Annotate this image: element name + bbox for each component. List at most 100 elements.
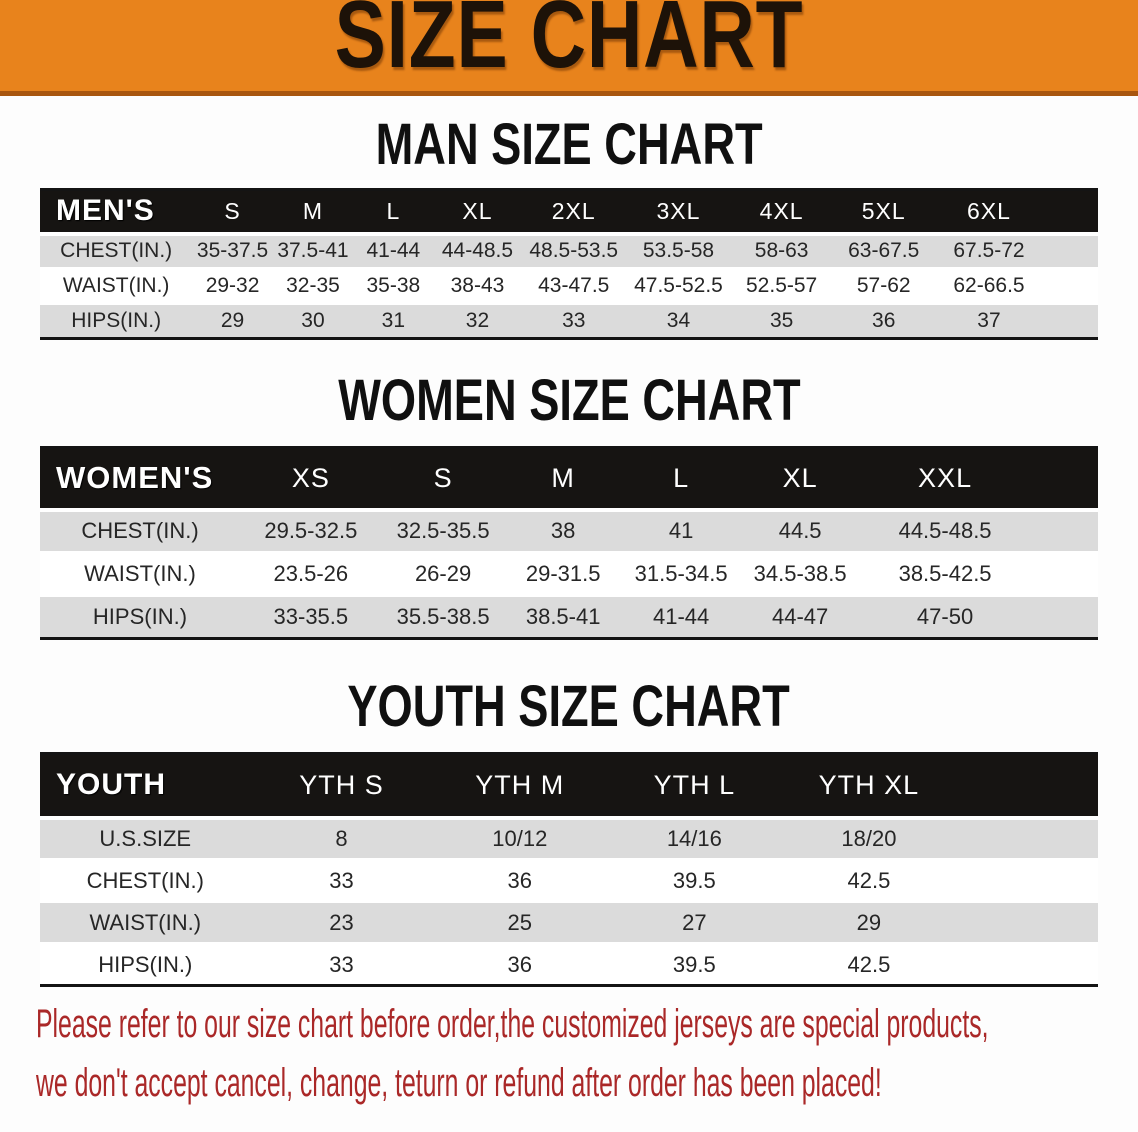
column-header: 6XL	[935, 189, 1043, 236]
spacer-cell	[1042, 232, 1098, 269]
value-cell: 29	[781, 900, 957, 944]
column-header: XL	[740, 447, 860, 512]
row-label: WAIST(IN.)	[40, 551, 240, 596]
value-cell: 39.5	[607, 942, 782, 986]
table-corner-label: YOUTH	[40, 753, 251, 820]
value-cell: 41-44	[621, 594, 741, 639]
column-header: S	[381, 447, 505, 512]
value-cell: 57-62	[832, 267, 936, 304]
value-cell: 39.5	[607, 858, 782, 902]
men-section-heading: MAN SIZE CHART	[0, 116, 1138, 174]
spacer-cell	[1030, 594, 1098, 639]
table-row: WAIST(IN.) 23 25 27 29	[40, 900, 1098, 944]
table-row: WAIST(IN.) 29-32 32-35 35-38 38-43 43-47.5 47.…	[40, 267, 1098, 304]
table-header-row: WOMEN'S XS S M L XL XXL	[40, 447, 1098, 512]
size-chart-body: MAN SIZE CHART MEN'S S M L XL 2XL 3XL 4XL 5XL 6XL…	[0, 116, 1138, 987]
value-cell: 29.5-32.5	[239, 508, 382, 553]
row-label: CHEST(IN.)	[40, 508, 240, 553]
men-size-table: MEN'S S M L XL 2XL 3XL 4XL 5XL 6XL CHEST(IN.) 35-37…	[40, 188, 1098, 340]
value-cell: 18/20	[781, 816, 957, 860]
table-row: HIPS(IN.) 29 30 31 32 33 34 35 36 37	[40, 302, 1098, 339]
banner-heading: SIZE CHART	[276, 0, 862, 104]
value-cell: 38	[504, 508, 622, 553]
value-cell: 34	[626, 302, 731, 339]
value-cell: 37.5-41	[272, 232, 354, 269]
size-chart-banner: SIZE CHART	[0, 0, 1138, 96]
disclaimer: Please refer to our size chart before or…	[0, 999, 1138, 1117]
value-cell: 38.5-42.5	[859, 551, 1031, 596]
value-cell: 63-67.5	[832, 232, 936, 269]
table-header-row: MEN'S S M L XL 2XL 3XL 4XL 5XL 6XL	[40, 189, 1098, 236]
column-header: XL	[433, 189, 522, 236]
value-cell: 37	[935, 302, 1043, 339]
value-cell: 53.5-58	[626, 232, 731, 269]
spacer-cell	[956, 816, 1098, 860]
value-cell: 42.5	[781, 858, 957, 902]
column-header: YTH L	[607, 753, 782, 820]
row-label: HIPS(IN.)	[40, 594, 240, 639]
table-row: U.S.SIZE 8 10/12 14/16 18/20	[40, 816, 1098, 860]
spacer-cell	[1030, 508, 1098, 553]
value-cell: 32-35	[272, 267, 354, 304]
table-corner-label: WOMEN'S	[40, 447, 240, 512]
table-row: HIPS(IN.) 33 36 39.5 42.5	[40, 942, 1098, 986]
value-cell: 36	[432, 942, 608, 986]
column-header: 4XL	[730, 189, 833, 236]
value-cell: 41-44	[353, 232, 434, 269]
spacer-cell	[956, 900, 1098, 944]
row-label: WAIST(IN.)	[40, 900, 251, 944]
value-cell: 47.5-52.5	[626, 267, 731, 304]
spacer-cell	[1030, 447, 1098, 512]
men-section-title: MAN SIZE CHART	[375, 112, 763, 177]
spacer-cell	[956, 858, 1098, 902]
value-cell: 44.5-48.5	[859, 508, 1031, 553]
value-cell: 36	[432, 858, 608, 902]
value-cell: 41	[621, 508, 741, 553]
spacer-cell	[956, 753, 1098, 820]
youth-size-table: YOUTH YTH S YTH M YTH L YTH XL U.S.SIZE 8 10/12…	[40, 752, 1098, 987]
column-header: 2XL	[521, 189, 627, 236]
value-cell: 44.5	[740, 508, 860, 553]
value-cell: 32.5-35.5	[381, 508, 505, 553]
table-row: CHEST(IN.) 33 36 39.5 42.5	[40, 858, 1098, 902]
value-cell: 44-48.5	[433, 232, 522, 269]
value-cell: 38.5-41	[504, 594, 622, 639]
column-header: S	[192, 189, 273, 236]
value-cell: 34.5-38.5	[740, 551, 860, 596]
table-row: HIPS(IN.) 33-35.5 35.5-38.5 38.5-41 41-44 44-…	[40, 594, 1098, 639]
value-cell: 27	[607, 900, 782, 944]
column-header: YTH M	[432, 753, 608, 820]
value-cell: 52.5-57	[730, 267, 833, 304]
disclaimer-line-1: Please refer to our size chart before or…	[36, 999, 1138, 1058]
women-size-section: WOMEN SIZE CHART WOMEN'S XS S M L XL XXL CHEST(…	[0, 372, 1138, 640]
column-header: M	[272, 189, 354, 236]
column-header: YTH S	[250, 753, 433, 820]
row-label: CHEST(IN.)	[40, 858, 251, 902]
spacer-cell	[1042, 302, 1098, 339]
row-label: HIPS(IN.)	[40, 302, 193, 339]
value-cell: 29	[192, 302, 273, 339]
table-row: WAIST(IN.) 23.5-26 26-29 29-31.5 31.5-34.5 34…	[40, 551, 1098, 596]
women-section-title: WOMEN SIZE CHART	[337, 368, 801, 433]
value-cell: 35-37.5	[192, 232, 273, 269]
value-cell: 36	[832, 302, 936, 339]
column-header: L	[621, 447, 741, 512]
disclaimer-text-2: we don't accept cancel, change, teturn o…	[36, 1061, 882, 1105]
value-cell: 33	[250, 858, 433, 902]
men-size-section: MAN SIZE CHART MEN'S S M L XL 2XL 3XL 4XL 5XL 6XL…	[0, 116, 1138, 340]
youth-section-title: YOUTH SIZE CHART	[347, 674, 791, 739]
spacer-cell	[1042, 267, 1098, 304]
value-cell: 35.5-38.5	[381, 594, 505, 639]
value-cell: 33-35.5	[239, 594, 382, 639]
value-cell: 8	[250, 816, 433, 860]
column-header: 5XL	[832, 189, 936, 236]
value-cell: 26-29	[381, 551, 505, 596]
youth-section-heading: YOUTH SIZE CHART	[0, 678, 1138, 736]
value-cell: 47-50	[859, 594, 1031, 639]
value-cell: 30	[272, 302, 354, 339]
column-header: 3XL	[626, 189, 731, 236]
value-cell: 23	[250, 900, 433, 944]
column-header: L	[353, 189, 434, 236]
row-label: WAIST(IN.)	[40, 267, 193, 304]
value-cell: 32	[433, 302, 522, 339]
